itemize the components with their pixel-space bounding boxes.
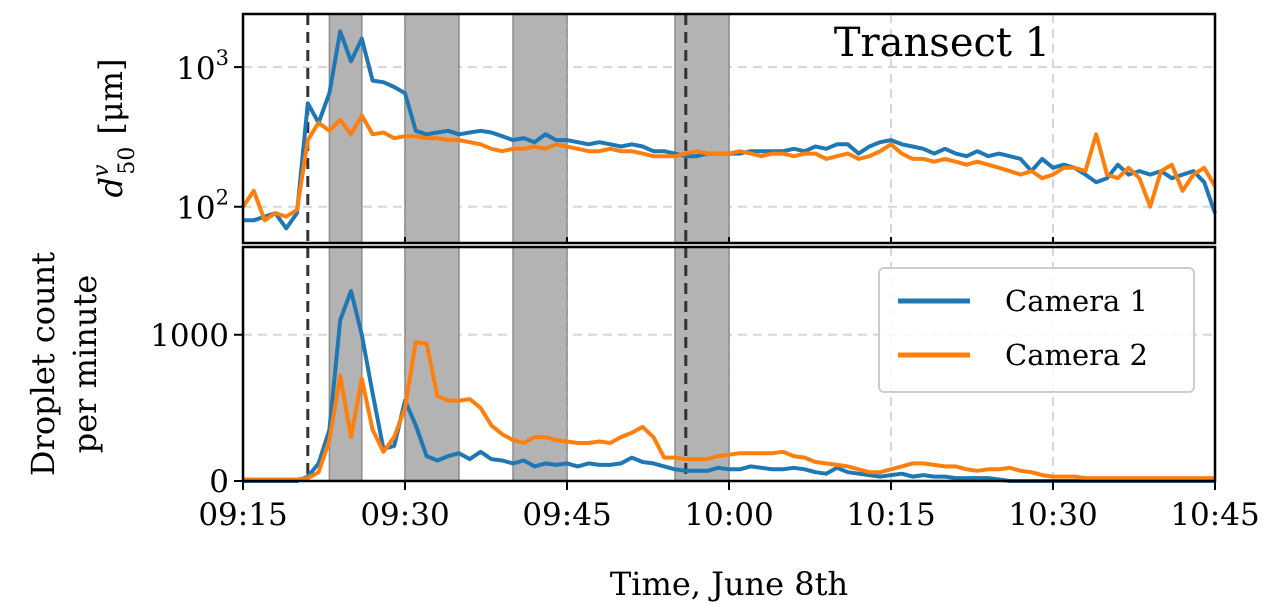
transect-label: Transect 1 [834,20,1050,66]
bottom-y-ticks: 0 1000 [150,318,243,500]
legend-label-camera-2: Camera 2 [1005,338,1148,372]
top-y-axis-label: dv50 [μm] [89,58,140,197]
top-series-camera-2 [241,113,1217,223]
top-ytick-exponent: 3 [216,46,229,70]
bottom-shaded-interval-2 [512,246,568,482]
legend-label-camera-1: Camera 1 [1005,284,1148,318]
bottom-panel: 0 1000 09:15 09:30 09:45 10:00 10:15 10:30 10:4… [24,237,1260,603]
xtick-label-10:30: 10:30 [1008,497,1097,533]
top-ytick-label-1000: 103 [176,46,229,87]
top-shaded-interval-2 [512,13,568,244]
legend: Camera 1 Camera 2 [878,267,1195,393]
bottom-y-axis-label-line1: Droplet count [24,252,62,476]
top-ytick-base: 10 [176,191,215,227]
top-event-lines [306,14,688,243]
top-ytick-base: 10 [176,51,215,87]
ylabel-unit: [μm] [92,58,130,134]
top-ytick-exponent: 2 [216,186,229,210]
bottom-ytick-label-0: 0 [209,464,229,500]
xtick-label-09:30: 09:30 [360,497,449,533]
x-ticks: 09:15 09:30 09:45 10:00 10:15 10:30 10:45 [198,237,1260,533]
bottom-event-lines [306,247,688,481]
x-axis-label: Time, June 8th [610,565,848,603]
bottom-shaded-interval-3 [674,246,730,482]
xtick-label-09:15: 09:15 [198,497,287,533]
top-shaded-interval-3 [674,13,730,244]
xtick-label-10:00: 10:00 [684,497,773,533]
xtick-label-10:15: 10:15 [846,497,935,533]
bottom-y-axis-label-line2: per minute [66,275,104,453]
xtick-label-09:45: 09:45 [522,497,611,533]
bottom-ytick-label-1000: 1000 [150,318,229,354]
top-series-lines [241,29,1217,231]
ylabel-main: d [92,177,130,197]
ylabel-sub: 50 [115,147,140,175]
xtick-label-10:45: 10:45 [1170,497,1259,533]
bottom-series-camera-2 [243,340,1215,482]
top-shaded-intervals [328,13,730,244]
ylabel-sup: v [89,164,114,177]
top-ytick-label-100: 102 [176,186,229,227]
